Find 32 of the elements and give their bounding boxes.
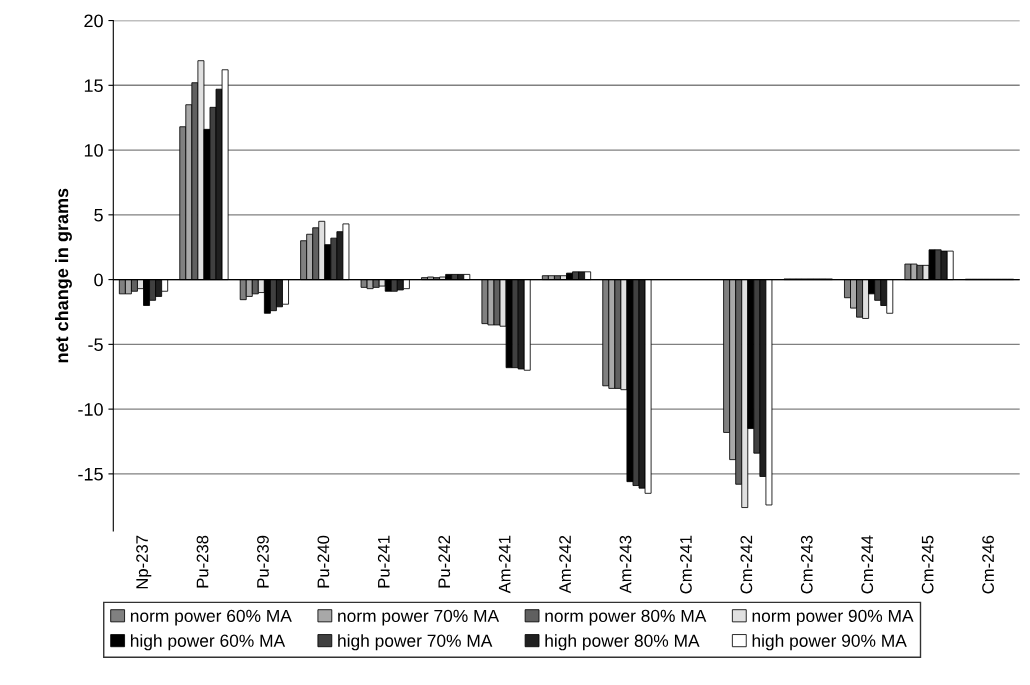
x-tick-label: Cm-241 bbox=[680, 535, 692, 594]
x-tick-label: Am-242 bbox=[559, 535, 571, 594]
y-tick-label: 10 bbox=[84, 144, 103, 157]
legend-label: high power 70% MA bbox=[338, 634, 493, 651]
x-tick-label: Am-243 bbox=[619, 535, 632, 594]
legend-label: norm power 60% MA bbox=[130, 609, 292, 626]
legend-label: norm power 80% MA bbox=[545, 609, 707, 626]
y-tick-label: 5 bbox=[94, 208, 103, 222]
y-tick-label: -15 bbox=[78, 468, 103, 481]
x-tick-label: Am-241 bbox=[498, 535, 511, 594]
legend-label: high power 60% MA bbox=[130, 634, 286, 651]
x-tick-label: Pu-242 bbox=[438, 535, 451, 588]
y-axis-title: net change in grams bbox=[55, 188, 72, 363]
legend-label: norm power 90% MA bbox=[752, 609, 914, 626]
x-tick-label: Np-237 bbox=[136, 535, 152, 589]
x-tick-label: Cm-243 bbox=[800, 535, 813, 594]
y-tick-label: 0 bbox=[94, 273, 103, 287]
legend-label: norm power 70% MA bbox=[338, 609, 500, 626]
y-tick-label: 20 bbox=[84, 14, 103, 28]
y-tick-label: 15 bbox=[84, 79, 103, 93]
x-tick-label: Pu-238 bbox=[196, 535, 209, 588]
y-tick-label: -5 bbox=[88, 338, 103, 352]
legend-label: high power 90% MA bbox=[752, 634, 907, 651]
x-tick-label: Cm-246 bbox=[982, 535, 994, 594]
x-tick-label: Cm-242 bbox=[740, 535, 753, 594]
legend-label: high power 80% MA bbox=[545, 634, 700, 651]
x-tick-label: Pu-240 bbox=[317, 535, 330, 588]
x-tick-label: Pu-239 bbox=[257, 535, 269, 588]
x-tick-label: Cm-245 bbox=[921, 535, 934, 594]
x-tick-label: Pu-241 bbox=[377, 535, 390, 588]
x-tick-label: Cm-244 bbox=[861, 535, 874, 594]
y-tick-label: -10 bbox=[78, 403, 103, 416]
